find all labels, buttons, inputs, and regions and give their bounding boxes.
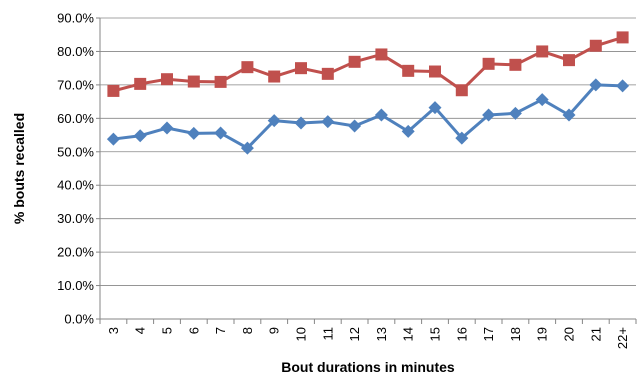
data-point [429,65,441,78]
x-tick-label: 20 [562,327,577,341]
data-point [240,141,254,155]
x-tick-label: 12 [347,327,362,341]
y-tick-labels: 0.0% 10.0% 20.0% 30.0% 40.0% 50.0% 60.0% 70.0% 8… [57,11,94,327]
data-point [107,84,120,97]
data-point [348,119,362,133]
data-point [161,73,173,86]
data-point [401,124,415,138]
data-point [616,79,630,93]
data-point [589,39,602,52]
series [106,31,630,155]
y-tick-label: 10.0% [57,278,94,293]
y-tick-label: 80.0% [57,44,94,59]
data-point [214,75,227,88]
data-point [321,115,335,129]
x-tick-label: 19 [535,327,550,341]
y-axis-title: % bouts recalled [11,113,27,224]
data-point [589,78,603,92]
y-tick-label: 50.0% [57,144,94,159]
x-tick-label: 18 [508,327,523,341]
data-point [295,62,307,75]
x-tick-label: 16 [454,327,469,341]
data-point [321,67,334,80]
data-point [482,108,496,122]
x-tick-label: 17 [481,327,496,341]
x-tick-label: 7 [213,327,228,334]
x-tick-label: 6 [186,327,201,334]
data-point [508,106,522,120]
x-tick-label: 13 [374,327,389,341]
x-tick-label: 8 [240,327,255,334]
y-tick-label: 60.0% [57,111,94,126]
data-point [187,75,200,88]
series-1 [107,31,629,97]
data-point [616,31,629,44]
y-tick-label: 20.0% [57,245,94,260]
data-point [133,129,147,143]
data-point [294,116,308,130]
data-point [563,54,575,67]
data-point [134,77,147,90]
y-tick-label: 70.0% [57,77,94,92]
data-point [455,84,468,97]
data-point [535,93,549,107]
x-tick-label: 9 [267,327,282,334]
data-point [402,64,415,77]
x-tick-label: 15 [428,327,443,341]
data-point [267,114,281,128]
x-tick-label: 11 [320,327,335,341]
x-tick-label: 14 [401,327,416,341]
data-point [374,108,388,122]
data-point [536,45,549,58]
y-tick-label: 90.0% [57,11,94,26]
data-point [348,55,361,68]
x-tick-label: 5 [160,327,175,334]
x-tick-labels: 3 4 5 6 7 8 9 10 11 12 13 14 15 16 17 18 19 20 21 22+ [106,327,630,349]
data-point [160,121,174,135]
data-point [214,126,228,140]
x-tick-label: 3 [106,327,121,334]
x-axis-title: Bout durations in minutes [281,359,455,375]
y-tick-label: 30.0% [57,211,94,226]
data-point [509,58,522,71]
data-point [268,70,281,83]
data-point [455,131,469,145]
data-point [241,61,254,74]
data-point [187,126,201,140]
axes [96,17,637,324]
x-tick-label: 21 [588,327,603,341]
series-2 [106,78,630,155]
series-line [113,83,623,150]
y-tick-label: 40.0% [57,178,94,193]
data-point [428,101,442,115]
data-point [106,132,120,146]
y-tick-label: 0.0% [64,312,94,327]
data-point [482,57,495,70]
data-point [562,108,576,122]
x-tick-label: 22+ [615,327,630,349]
x-tick-label: 4 [133,327,148,334]
x-tick-label: 10 [294,327,309,341]
data-point [375,48,388,61]
